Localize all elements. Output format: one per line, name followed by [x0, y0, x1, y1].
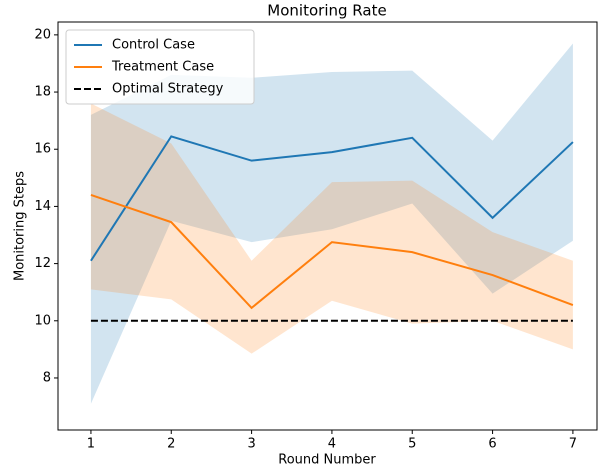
- chart-title: Monitoring Rate: [267, 2, 386, 20]
- y-tick-label: 16: [34, 142, 51, 157]
- x-axis-label: Round Number: [278, 453, 376, 468]
- y-tick-label: 12: [34, 256, 51, 271]
- y-axis-label: Monitoring Steps: [13, 171, 28, 281]
- data-line: [90, 135, 574, 262]
- y-tick-label: 20: [34, 27, 51, 42]
- y-tick-label: 8: [43, 370, 51, 385]
- y-tick-label: 18: [34, 85, 51, 100]
- confidence-band: [90, 103, 573, 354]
- data-line: [90, 194, 574, 310]
- y-tick-label: 10: [34, 313, 51, 328]
- confidence-band: [90, 43, 573, 404]
- x-tick-label: 5: [408, 437, 416, 452]
- x-tick-label: 7: [569, 437, 577, 452]
- y-tick-label: 14: [34, 199, 51, 214]
- x-tick-label: 3: [247, 437, 255, 452]
- plot-frame: [57, 21, 598, 431]
- legend-label: Control Case: [112, 38, 195, 53]
- x-tick-label: 4: [328, 437, 336, 452]
- legend-label: Optimal Strategy: [112, 82, 224, 97]
- legend-box: [65, 29, 255, 105]
- x-tick-label: 6: [488, 437, 496, 452]
- x-tick-label: 1: [87, 437, 95, 452]
- x-tick-label: 2: [167, 437, 175, 452]
- legend-label: Treatment Case: [111, 60, 214, 75]
